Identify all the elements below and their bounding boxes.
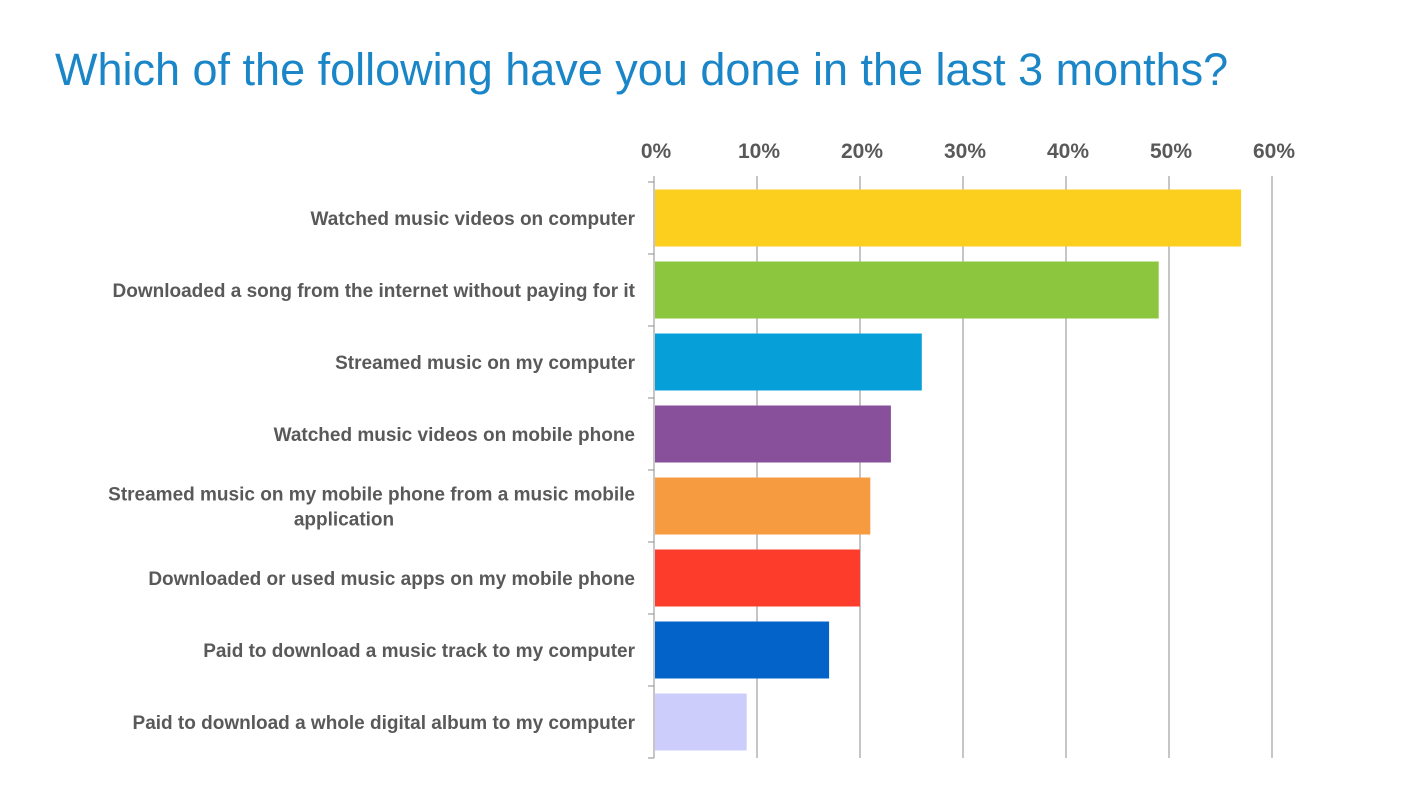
x-tick-label: 30% [944, 140, 986, 163]
category-label: application [294, 510, 394, 531]
bar [655, 333, 922, 391]
category-label: Paid to download a music track to my com… [203, 641, 635, 662]
category-label: Streamed music on my mobile phone from a… [108, 485, 635, 506]
category-label: Paid to download a whole digital album t… [133, 713, 636, 734]
bar [655, 189, 1242, 247]
page-title: Which of the following have you done in … [55, 44, 1229, 95]
bars [655, 189, 1242, 751]
x-tick-label: 60% [1253, 140, 1295, 163]
bar [655, 405, 891, 463]
category-label: Streamed music on my computer [335, 353, 635, 374]
bar [655, 693, 747, 751]
category-label: Downloaded or used music apps on my mobi… [148, 569, 635, 590]
bar [655, 621, 830, 679]
axes [648, 176, 1273, 759]
x-tick-labels: 0% 10% 20% 30% 40% 50% 60% [641, 140, 1296, 163]
x-tick-label: 0% [641, 140, 672, 163]
bar [655, 477, 871, 535]
x-tick-label: 40% [1047, 140, 1089, 163]
category-label: Watched music videos on mobile phone [274, 425, 635, 446]
bar [655, 261, 1159, 319]
bar [655, 549, 860, 607]
category-labels: Watched music videos on computer Download… [108, 209, 636, 734]
x-tick-label: 50% [1150, 140, 1192, 163]
x-tick-label: 10% [738, 140, 780, 163]
category-label: Watched music videos on computer [311, 209, 636, 230]
category-label: Downloaded a song from the internet with… [113, 281, 636, 302]
x-tick-label: 20% [841, 140, 883, 163]
